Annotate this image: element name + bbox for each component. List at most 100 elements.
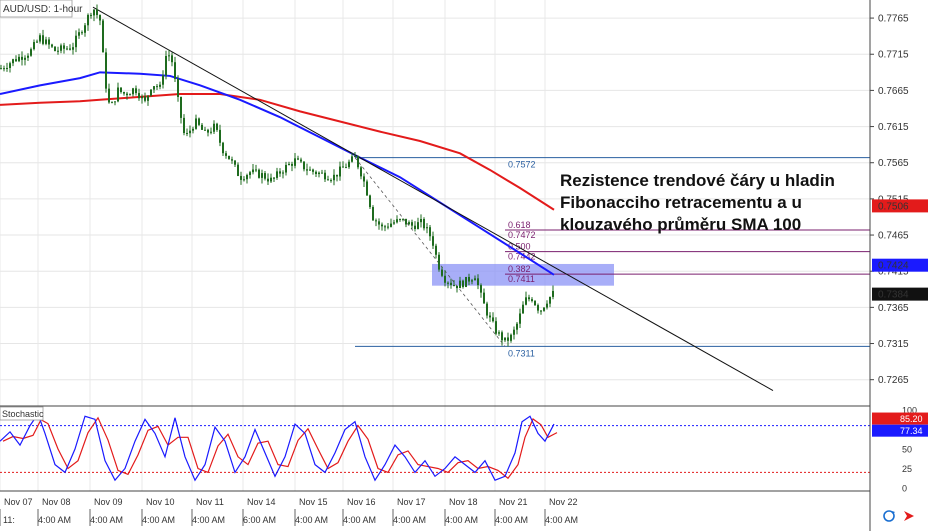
price-tag-box [872,258,928,272]
price-tick-label: 0.7615 [878,122,909,133]
candle-body [66,48,68,50]
candle-body [468,277,470,282]
candle-body [21,56,23,60]
candle-body [249,172,251,175]
date-label: Nov 11 [196,497,224,507]
price-tick-label: 0.7565 [878,158,909,169]
date-label: Nov 07 [4,497,33,507]
candle-body [24,57,26,60]
refresh-icon[interactable] [883,510,895,522]
fib-high-label: 0.7572 [508,160,536,170]
candle-body [117,87,119,102]
candle-body [57,50,59,52]
candle-body [273,177,275,179]
main-gridlines [0,0,870,491]
candle-body [372,207,374,221]
candle-body [345,167,347,169]
candle-body [132,88,134,95]
candle-body [375,220,377,222]
axis-labels: 0.77650.77150.76650.76150.75650.75150.74… [0,14,917,526]
candle-body [348,161,350,168]
stoch-label: Stochastic [2,409,44,419]
candle-body [483,292,485,304]
candle-body [204,129,206,131]
candle-body [0,68,2,70]
sma200-line [0,93,555,211]
candle-body [387,226,389,228]
candle-body [354,156,356,158]
candle-body [486,303,488,316]
time-label: 4:00 AM [495,515,528,525]
candle-body [501,332,503,341]
candle-body [207,129,209,133]
candle-body [12,59,14,64]
flag-logo [904,511,914,521]
candle-body [309,169,311,171]
candle-body [510,334,512,341]
stoch-k-line [0,412,555,482]
candle-body [51,44,53,47]
candle-body [54,46,56,52]
candle-body [420,218,422,223]
candle-body [516,323,518,330]
price-tick-label: 0.7465 [878,231,909,242]
price-tag-label: 0.7506 [878,201,909,212]
date-label: Nov 14 [247,497,276,507]
stoch-gridlines [0,425,870,473]
candle-body [129,94,131,96]
candle-body [318,172,320,175]
candle-body [147,95,149,101]
candle-body [93,9,95,16]
date-label: Nov 17 [397,497,426,507]
candle-body [162,75,164,85]
candle-body [465,277,467,287]
price-tick-label: 0.7415 [878,267,909,278]
candle-body [462,280,464,287]
candle-body [267,178,269,182]
candle-body [144,96,146,101]
candle-body [300,159,302,162]
candle-body [60,45,62,51]
candle-body [231,159,233,161]
candle-body [522,304,524,314]
candle-body [39,35,41,42]
candle-body [84,25,86,33]
candle-body [423,218,425,229]
candle-body [261,173,263,178]
candle-body [33,42,35,50]
price-tick-label: 0.7765 [878,14,909,25]
candle-body [459,280,461,289]
candle-body [369,195,371,208]
candle-body [198,118,200,125]
candle-body [378,221,380,225]
time-label: 4:00 AM [295,515,328,525]
candle-body [453,285,455,287]
candle-body [285,164,287,173]
candle-body [537,305,539,311]
stoch-tick-label: 0 [902,484,907,494]
candle-body [210,131,212,133]
date-label: Nov 15 [299,497,328,507]
candle-body [393,222,395,224]
candle-body [192,128,194,131]
stoch-tag-box [872,412,928,425]
candle-body [504,337,506,341]
candle-body [126,93,128,96]
time-label: 4:00 AM [545,515,578,525]
fib-price-label: 0.7442 [508,252,536,262]
candle-body [255,169,257,171]
time-label: 4:00 AM [142,515,175,525]
candle-body [456,285,458,289]
sma100-line [0,71,555,276]
price-tick-label: 0.7365 [878,303,909,314]
price-series [0,4,774,391]
candle-body [492,317,494,322]
candle-body [429,227,431,237]
candle-body [237,164,239,176]
candle-body [189,130,191,134]
stoch-tag-box [872,424,928,437]
candle-body [438,254,440,270]
candle-body [186,133,188,135]
candle-body [291,163,293,166]
fib-diagonal [354,157,506,347]
